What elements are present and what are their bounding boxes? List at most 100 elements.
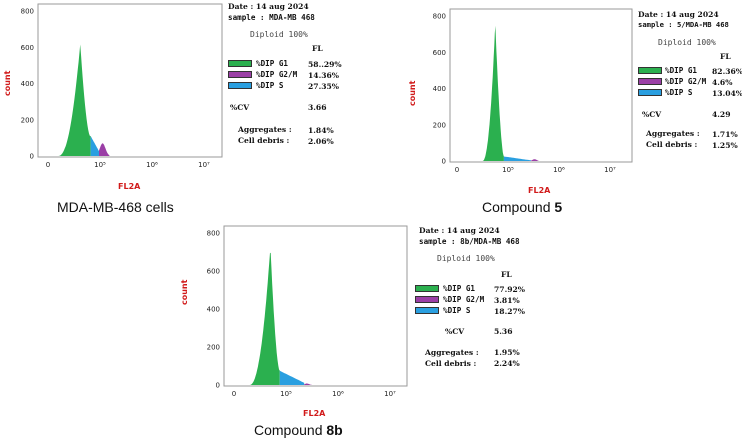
y-tick-label: 200 bbox=[21, 116, 34, 124]
g1-value: 58..29% bbox=[308, 60, 342, 69]
date-text: Date : 14 aug 2024 bbox=[638, 10, 719, 19]
g2m-label: %DIP G2/M bbox=[256, 70, 298, 79]
aggregates-value: 1.71% bbox=[712, 130, 738, 139]
y-tick-label: 400 bbox=[21, 80, 34, 88]
y-tick-label: 0 bbox=[216, 382, 220, 390]
diploid-text: Diploid 100% bbox=[437, 254, 495, 263]
y-tick-label: 400 bbox=[433, 85, 446, 93]
g2m-swatch bbox=[638, 78, 662, 85]
sample-text: sample : MDA-MB 468 bbox=[228, 13, 315, 22]
y-tick-label: 200 bbox=[433, 121, 446, 129]
sample-text: sample : 5/MDA-MB 468 bbox=[638, 20, 729, 29]
s-label: %DIP S bbox=[256, 81, 284, 90]
fl-header: FL bbox=[720, 52, 731, 61]
g1-label: %DIP G1 bbox=[256, 59, 289, 68]
s-phase-area bbox=[503, 156, 531, 161]
caption-bold: 8b bbox=[326, 422, 343, 438]
y-tick-label: 200 bbox=[207, 344, 220, 352]
caption-text: MDA-MB-468 cells bbox=[57, 199, 174, 215]
g1-swatch bbox=[228, 60, 252, 67]
x-tick-label: 0 bbox=[46, 161, 50, 169]
cell-debris-value: 2.06% bbox=[308, 137, 334, 146]
diploid-text: Diploid 100% bbox=[658, 38, 716, 47]
aggregates-label: Aggregates : bbox=[238, 125, 292, 134]
cv-value: 4.29 bbox=[712, 110, 731, 119]
caption-3: Compound 8b bbox=[254, 422, 343, 438]
x-tick-label: 10⁵ bbox=[502, 166, 514, 174]
y-tick-label: 0 bbox=[442, 158, 446, 166]
s-swatch bbox=[415, 307, 439, 314]
g1-value: 82.36% bbox=[712, 67, 742, 76]
s-value: 13.04% bbox=[712, 89, 742, 98]
stats-box-3: Date : 14 aug 2024 sample : 8b/MDA-MB 46… bbox=[415, 226, 565, 376]
s-value: 27.35% bbox=[308, 82, 339, 91]
g2m-swatch bbox=[228, 71, 252, 78]
y-tick-label: 400 bbox=[207, 306, 220, 314]
s-label: %DIP S bbox=[665, 88, 693, 97]
cv-label: %CV bbox=[445, 327, 465, 336]
s-value: 18.27% bbox=[494, 307, 525, 316]
s-swatch bbox=[638, 89, 662, 96]
x-tick-label: 10⁷ bbox=[198, 161, 210, 169]
y-tick-label: 800 bbox=[433, 13, 446, 21]
sample-text: sample : 8b/MDA-MB 468 bbox=[419, 237, 520, 246]
histogram-svg-1: 800 600 400 200 0 0 10⁵ 10⁶ 10⁷ bbox=[21, 3, 223, 169]
fl-header: FL bbox=[312, 44, 323, 53]
g1-swatch bbox=[638, 67, 662, 74]
histogram-plot-1: 800 600 400 200 0 0 10⁵ 10⁶ 10⁷ bbox=[0, 0, 225, 170]
g2m-area bbox=[530, 159, 539, 161]
cell-debris-label: Cell debris : bbox=[425, 359, 477, 368]
x-tick-label: 0 bbox=[455, 166, 459, 174]
aggregates-label: Aggregates : bbox=[646, 129, 700, 138]
g1-area bbox=[482, 25, 504, 161]
cv-label: %CV bbox=[642, 110, 662, 119]
x-axis-label: FL2A bbox=[118, 182, 141, 191]
x-tick-label: 10⁶ bbox=[332, 390, 344, 398]
g1-label: %DIP G1 bbox=[665, 66, 698, 75]
x-tick-label: 10⁵ bbox=[280, 390, 292, 398]
s-swatch bbox=[228, 82, 252, 89]
y-tick-label: 800 bbox=[21, 8, 34, 16]
histogram-svg-3: 800 600 400 200 0 0 10⁵ 10⁶ 10⁷ bbox=[207, 225, 408, 398]
histogram-plot-2: 800 600 400 200 0 0 10⁵ 10⁶ 10⁷ bbox=[405, 5, 635, 180]
y-tick-label: 0 bbox=[30, 153, 34, 161]
plot-frame bbox=[223, 225, 408, 387]
y-tick-label: 600 bbox=[207, 268, 220, 276]
cv-label: %CV bbox=[230, 103, 250, 112]
g2m-value: 3.81% bbox=[494, 296, 520, 305]
plot-frame bbox=[37, 3, 223, 158]
g2m-value: 14.36% bbox=[308, 71, 339, 80]
g2m-swatch bbox=[415, 296, 439, 303]
cell-debris-label: Cell debris : bbox=[646, 140, 698, 149]
x-tick-label: 10⁷ bbox=[384, 390, 396, 398]
x-axis-label: FL2A bbox=[303, 409, 326, 418]
x-tick-label: 10⁶ bbox=[146, 161, 158, 169]
y-tick-label: 600 bbox=[433, 49, 446, 57]
x-tick-label: 10⁶ bbox=[553, 166, 565, 174]
s-label: %DIP S bbox=[443, 306, 471, 315]
date-text: Date : 14 aug 2024 bbox=[228, 2, 309, 11]
cell-debris-label: Cell debris : bbox=[238, 136, 290, 145]
cv-value: 5.36 bbox=[494, 327, 513, 336]
y-axis-label: count bbox=[408, 80, 417, 106]
g1-area bbox=[249, 252, 280, 385]
cell-debris-value: 2.24% bbox=[494, 359, 520, 368]
s-phase-area bbox=[90, 136, 100, 156]
x-tick-label: 10⁷ bbox=[604, 166, 616, 174]
date-text: Date : 14 aug 2024 bbox=[419, 226, 500, 235]
aggregates-label: Aggregates : bbox=[425, 348, 479, 357]
aggregates-value: 1.84% bbox=[308, 126, 334, 135]
caption-text: Compound bbox=[254, 422, 327, 438]
cv-value: 3.66 bbox=[308, 103, 327, 112]
g2m-value: 4.6% bbox=[712, 78, 733, 87]
histogram-plot-3: 800 600 400 200 0 0 10⁵ 10⁶ 10⁷ bbox=[200, 222, 410, 407]
g2m-label: %DIP G2/M bbox=[443, 295, 485, 304]
caption-text: Compound bbox=[482, 199, 555, 215]
aggregates-value: 1.95% bbox=[494, 348, 520, 357]
g2m-label: %DIP G2/M bbox=[665, 77, 707, 86]
g2m-area bbox=[98, 143, 110, 156]
stats-box-1: Date : 14 aug 2024 sample : MDA-MB 468 D… bbox=[228, 2, 378, 152]
plot-frame bbox=[449, 8, 633, 163]
y-axis-label: count bbox=[180, 279, 189, 305]
caption-1: MDA-MB-468 cells bbox=[57, 199, 174, 215]
